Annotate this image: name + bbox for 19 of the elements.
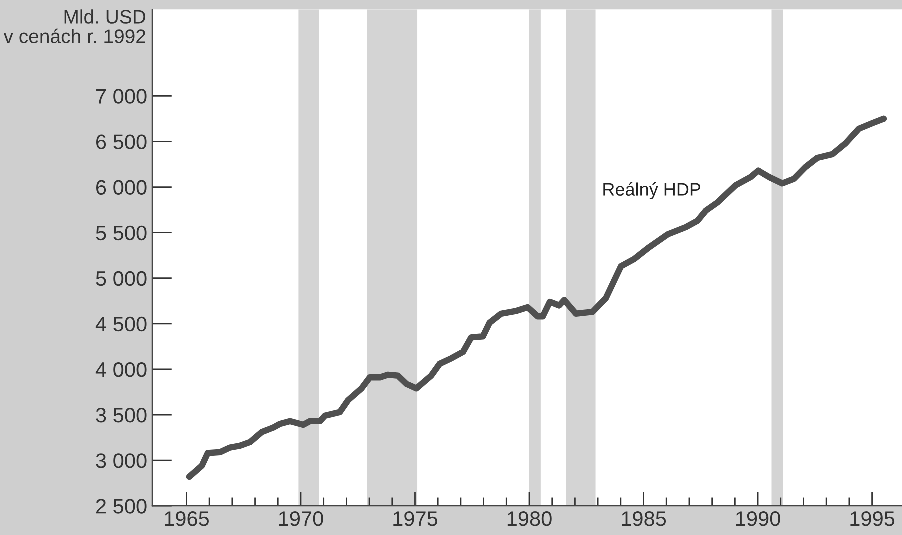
y-axis-title: Mld. USD v cenách r. 1992 bbox=[4, 10, 146, 44]
x-tick-label: 1995 bbox=[850, 512, 895, 526]
y-tick-label: 6 000 bbox=[96, 180, 147, 196]
x-tick-label: 1985 bbox=[622, 512, 666, 526]
y-tick-label: 4 500 bbox=[96, 316, 147, 332]
x-tick-label: 1975 bbox=[394, 512, 438, 526]
y-tick-label: 2 500 bbox=[96, 499, 147, 514]
y-tick-label: 3 500 bbox=[96, 408, 147, 423]
x-tick-label: 1990 bbox=[736, 512, 780, 526]
y-tick-label: 7 000 bbox=[96, 89, 147, 104]
series-label: Reálný HDP bbox=[604, 182, 701, 200]
y-tick-label: 4 000 bbox=[96, 362, 147, 378]
x-tick-label: 1980 bbox=[508, 512, 552, 526]
y-tick-label: 3 000 bbox=[96, 454, 147, 468]
y-tick-label: 6 500 bbox=[96, 134, 147, 150]
y-tick-label: 5 500 bbox=[96, 226, 147, 241]
x-tick-label: 1970 bbox=[279, 512, 324, 526]
x-tick-label: 1965 bbox=[165, 512, 210, 526]
y-tick-label: 5 000 bbox=[96, 271, 147, 286]
